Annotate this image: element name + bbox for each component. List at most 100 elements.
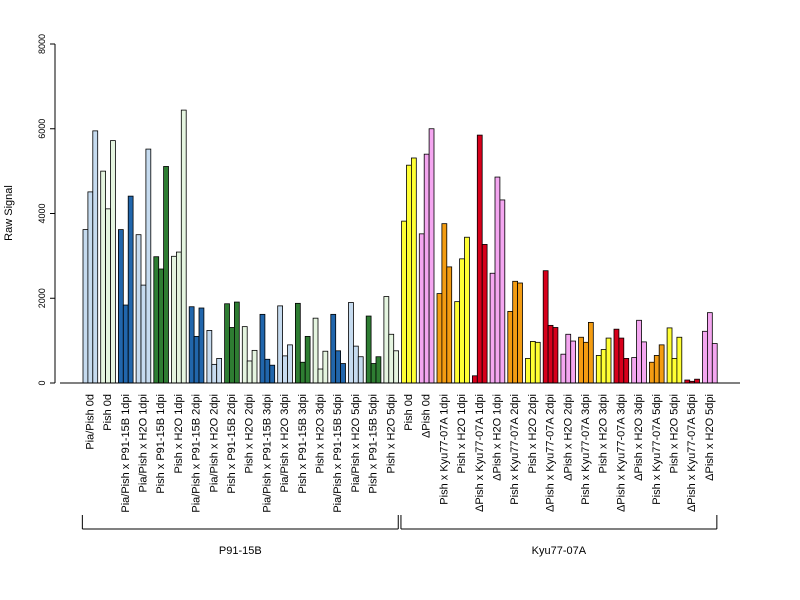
bar — [428, 128, 435, 384]
bar — [588, 321, 594, 384]
y-tick-label: 4000 — [37, 203, 47, 223]
bar — [494, 176, 501, 384]
bars-layer — [82, 109, 718, 384]
bar — [122, 304, 129, 384]
x-tick-label: Pia/Pish 0d — [84, 394, 96, 450]
y-tick-label: 6000 — [37, 119, 47, 139]
x-tick-label: Pish x Kyu77-07A 1dpi — [438, 394, 450, 505]
bar — [707, 312, 713, 384]
bar — [471, 375, 478, 384]
bar — [251, 349, 258, 384]
bar — [534, 341, 541, 384]
bar — [335, 350, 342, 384]
x-tick-label: ΔPish 0d — [421, 394, 433, 438]
bar — [578, 336, 584, 384]
x-tick-label: Pia/Pish x H2O 2dpi — [208, 394, 220, 492]
bar — [87, 191, 94, 384]
bar — [623, 358, 630, 384]
x-tick-label: ΔPish x H2O 2dpi — [562, 394, 574, 481]
bar — [499, 199, 506, 384]
bar — [158, 268, 164, 384]
bar — [401, 220, 407, 384]
bar — [224, 303, 230, 384]
bar — [631, 357, 638, 384]
x-tick-label: Pia/Pish x H2O 3dpi — [279, 394, 291, 492]
bar — [560, 353, 567, 384]
bar — [454, 301, 461, 384]
bar — [246, 360, 253, 384]
bar — [145, 148, 152, 384]
bar — [600, 349, 607, 384]
bar — [446, 266, 453, 384]
bar — [542, 270, 549, 384]
bar — [595, 355, 602, 384]
y-axis-title: Raw Signal — [3, 185, 15, 241]
x-tick-label: Pish x H2O 3dpi — [598, 394, 610, 473]
y-tick-label: 0 — [37, 380, 47, 385]
x-tick-label: Pish x P91-15B 2dpi — [226, 394, 238, 494]
x-tick-label: Pia/Pish x H2O 5dpi — [350, 394, 362, 492]
x-tick-label: Pish x P91-15B 5dpi — [368, 394, 380, 494]
bar — [269, 364, 276, 384]
x-tick-label: Pish x H2O 2dpi — [527, 394, 539, 473]
bar — [583, 341, 589, 384]
x-tick-label: Pish x H2O 5dpi — [668, 394, 680, 473]
bar — [105, 208, 111, 384]
x-tick-label: Pish x H2O 3dpi — [314, 394, 326, 473]
bar — [570, 340, 577, 384]
bar — [525, 358, 531, 384]
bar — [135, 234, 142, 384]
bar — [153, 256, 160, 384]
x-tick-label: Pish x H2O 2dpi — [244, 394, 256, 473]
bar — [348, 302, 354, 384]
bar — [340, 363, 346, 384]
x-tick-label: Pish x H2O 1dpi — [456, 394, 468, 473]
x-tick-label: ΔPish x Kyu77-07A 2dpi — [545, 394, 557, 512]
bar — [613, 328, 620, 384]
bar — [618, 337, 625, 384]
bar — [317, 368, 324, 384]
bar — [241, 326, 248, 384]
bar — [649, 361, 655, 384]
x-tick-label: Pia/Pish x P91-15B 3dpi — [261, 394, 273, 513]
bar — [641, 341, 647, 384]
group-label: Kyu77-07A — [532, 545, 587, 557]
bar — [666, 327, 673, 384]
bar — [653, 355, 660, 384]
bar — [393, 350, 400, 384]
bar — [277, 305, 284, 384]
bar — [118, 229, 124, 384]
bar — [82, 229, 89, 384]
x-tick-label: ΔPish x Kyu77-07A 5dpi — [686, 394, 698, 512]
bar — [370, 363, 377, 384]
bar — [100, 170, 106, 384]
bar — [636, 319, 642, 384]
bar — [287, 344, 293, 384]
x-tick-label: ΔPish x H2O 3dpi — [633, 394, 645, 481]
bar — [388, 333, 395, 384]
y-tick-label: 2000 — [37, 288, 47, 308]
x-tick-label: Pish x P91-15B 1dpi — [155, 394, 167, 494]
bar — [423, 153, 430, 384]
bar — [418, 233, 425, 384]
bar — [552, 327, 559, 384]
bar — [206, 330, 213, 384]
bar — [605, 337, 612, 384]
bar — [259, 313, 266, 384]
bar — [476, 134, 483, 384]
group-brackets: P91-15B Kyu77-07A — [81, 515, 718, 557]
bar — [175, 251, 182, 384]
bar — [180, 109, 187, 384]
bar — [565, 333, 572, 384]
bar — [304, 335, 311, 384]
bar — [375, 356, 382, 384]
bar — [282, 355, 288, 384]
bar — [481, 244, 488, 384]
bar — [547, 324, 554, 384]
bar — [127, 195, 134, 384]
x-tick-label: Pia/Pish x P91-15B 5dpi — [332, 394, 344, 513]
x-axis: Pia/Pish 0d Pish 0d Pia/Pish x P91-15B 1dp… — [60, 382, 740, 513]
bar — [188, 306, 195, 384]
bar — [92, 130, 99, 384]
